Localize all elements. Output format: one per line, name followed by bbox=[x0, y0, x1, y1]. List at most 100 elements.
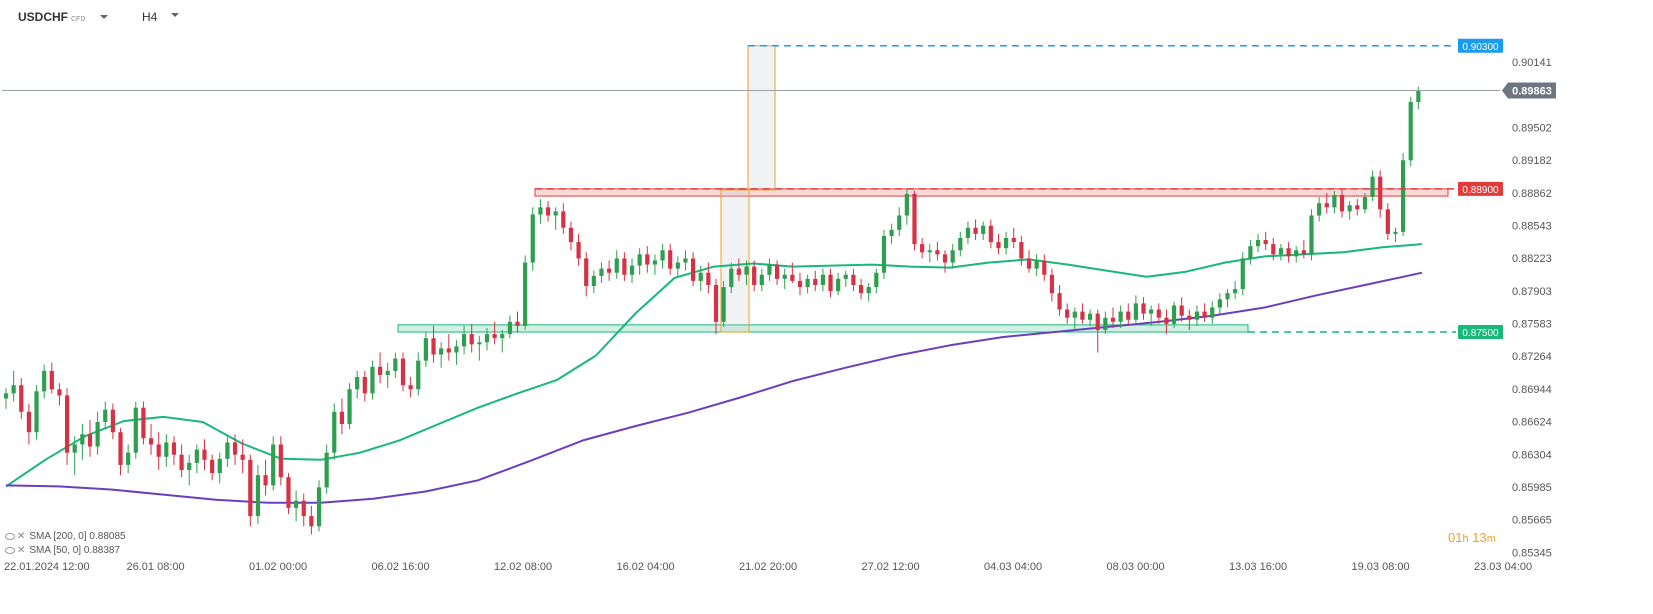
eye-icon[interactable] bbox=[5, 533, 15, 540]
candle-body bbox=[1271, 244, 1276, 255]
candle-body bbox=[1011, 237, 1016, 243]
candle-body bbox=[1294, 250, 1299, 257]
candle-body bbox=[1286, 248, 1291, 257]
candle-body bbox=[72, 444, 77, 453]
candle-body bbox=[683, 258, 688, 263]
candle-body bbox=[1019, 242, 1024, 259]
candle-body bbox=[629, 265, 635, 275]
candle-body bbox=[461, 334, 467, 347]
candle-body bbox=[1416, 90, 1421, 103]
candle-body bbox=[1240, 258, 1245, 290]
candle-body bbox=[843, 274, 848, 279]
level-badge-label: 0.87500 bbox=[1462, 328, 1499, 339]
candle-body bbox=[1370, 176, 1375, 198]
candle-body bbox=[248, 459, 253, 517]
candle-body bbox=[217, 458, 222, 474]
candle-body bbox=[599, 268, 604, 276]
candle-body bbox=[103, 409, 108, 422]
candle-body bbox=[87, 434, 93, 447]
candle-body bbox=[866, 287, 871, 294]
chevron-down-icon bbox=[171, 13, 180, 17]
candle-body bbox=[1087, 313, 1093, 320]
candle-body bbox=[1164, 317, 1169, 324]
y-tick-label: 0.86944 bbox=[1512, 384, 1552, 396]
candle-body bbox=[1156, 309, 1161, 318]
chevron-down-icon bbox=[100, 15, 109, 19]
level-badge-label: 0.88900 bbox=[1462, 185, 1499, 196]
candle-body bbox=[1057, 293, 1062, 310]
candle-body bbox=[1210, 307, 1215, 318]
candle-body bbox=[271, 444, 276, 486]
candle-body bbox=[874, 272, 879, 288]
candle-body bbox=[1255, 240, 1261, 247]
candle-body bbox=[660, 250, 665, 261]
candles-layer bbox=[3, 86, 1421, 535]
y-tick-label: 0.89502 bbox=[1512, 122, 1552, 134]
candle-body bbox=[232, 442, 238, 455]
candle-body bbox=[164, 442, 169, 457]
symbol-selector[interactable]: USDCHF CFD bbox=[18, 10, 109, 24]
support-zone bbox=[397, 324, 1249, 333]
candle-body bbox=[347, 389, 352, 425]
candle-body bbox=[545, 207, 551, 216]
candle-body bbox=[1263, 240, 1268, 245]
candle-body bbox=[1110, 317, 1116, 322]
candle-body bbox=[576, 242, 581, 259]
candle-body bbox=[805, 278, 810, 288]
candle-body bbox=[736, 268, 742, 275]
candle-body bbox=[240, 454, 245, 460]
candle-body bbox=[1324, 203, 1329, 208]
candle-body bbox=[614, 258, 619, 273]
close-icon[interactable]: ✕ bbox=[17, 545, 26, 556]
candle-body bbox=[95, 421, 100, 447]
candle-body bbox=[568, 227, 574, 243]
current-price-badge bbox=[1502, 82, 1556, 99]
candle-body bbox=[797, 280, 803, 288]
eye-icon[interactable] bbox=[5, 547, 15, 554]
candle-body bbox=[454, 346, 459, 353]
candle-body bbox=[1072, 311, 1077, 318]
candle-body bbox=[1385, 209, 1390, 234]
candle-body bbox=[156, 444, 161, 457]
y-tick-label: 0.88543 bbox=[1512, 220, 1552, 232]
legend-sma-50: ✕ SMA [50, 0] 0.88387 bbox=[5, 545, 120, 556]
candle-body bbox=[553, 211, 558, 216]
level-badge bbox=[1458, 325, 1503, 340]
candle-body bbox=[301, 500, 306, 517]
x-tick-label: 16.02 04:00 bbox=[617, 561, 675, 573]
candle-body bbox=[57, 389, 62, 396]
candle-body bbox=[1004, 237, 1009, 249]
candle-body bbox=[507, 321, 512, 335]
candle-body bbox=[179, 454, 184, 471]
y-tick-label: 0.87903 bbox=[1512, 286, 1552, 298]
candle-body bbox=[1026, 258, 1032, 269]
y-tick-label: 0.88223 bbox=[1512, 253, 1552, 265]
timeframe-label: H4 bbox=[142, 10, 158, 24]
candle-body bbox=[828, 274, 833, 292]
candle-body bbox=[423, 338, 428, 361]
candle-body bbox=[278, 444, 283, 478]
x-tick-label: 27.02 12:00 bbox=[862, 561, 920, 573]
candle-body bbox=[3, 393, 9, 399]
candle-body bbox=[637, 254, 642, 266]
candle-body bbox=[721, 287, 726, 322]
y-tick-label: 0.87264 bbox=[1512, 351, 1552, 363]
candle-body bbox=[782, 274, 787, 279]
sma-line bbox=[5, 243, 1423, 488]
candle-countdown: 01h 13m bbox=[1448, 530, 1496, 545]
current-price-label: 0.89863 bbox=[1512, 85, 1552, 97]
candle-body bbox=[920, 244, 925, 253]
candle-body bbox=[981, 225, 986, 234]
candle-body bbox=[729, 268, 734, 288]
candle-body bbox=[904, 194, 909, 216]
candle-body bbox=[515, 321, 520, 326]
close-icon[interactable]: ✕ bbox=[17, 531, 26, 542]
candle-body bbox=[858, 285, 864, 294]
x-tick-label: 08.03 00:00 bbox=[1107, 561, 1165, 573]
candle-body bbox=[851, 274, 856, 285]
timeframe-selector[interactable]: H4 bbox=[142, 10, 180, 24]
x-tick-label: 19.03 08:00 bbox=[1352, 561, 1410, 573]
candle-body bbox=[1049, 274, 1055, 294]
candle-body bbox=[439, 348, 444, 355]
